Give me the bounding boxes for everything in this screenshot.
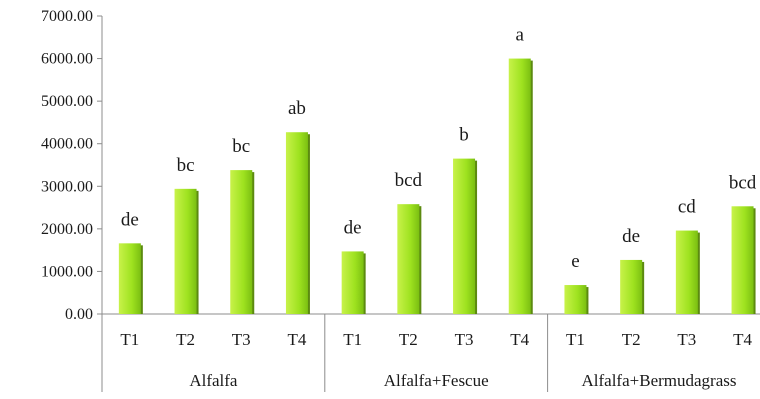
x-tick-label: T3: [677, 330, 696, 349]
x-tick-label: T3: [232, 330, 251, 349]
significance-label: b: [459, 125, 469, 146]
significance-label: ab: [288, 98, 306, 119]
bar: [508, 58, 531, 315]
x-axis-ticks: T1 T2 T3 T4 T1 T2 T3 T4 T1 T2 T3 T4: [120, 330, 752, 349]
significance-label: cd: [678, 197, 696, 218]
bar: [285, 132, 308, 314]
y-tick-label: 5000.00: [41, 93, 93, 110]
significance-label: de: [622, 226, 640, 247]
group-label: Alfalfa+Fescue: [384, 371, 489, 390]
significance-label: bc: [232, 136, 250, 157]
group-labels: Alfalfa Alfalfa+Fescue Alfalfa+Bermudagras…: [189, 371, 736, 390]
significance-label: bcd: [729, 172, 757, 193]
y-tick-label: 3000.00: [41, 178, 93, 195]
significance-labels: de bc bc ab de bcd b a e de cd bcd: [121, 25, 757, 272]
significance-label: bcd: [395, 170, 423, 191]
y-tick-label: 1000.00: [41, 263, 93, 280]
x-tick-label: T2: [176, 330, 195, 349]
group-label: Alfalfa: [189, 371, 238, 390]
bar: [620, 259, 643, 314]
group-label: Alfalfa+Bermudagrass: [582, 371, 737, 390]
y-tick-label: 7000.00: [41, 8, 93, 25]
bar: [174, 188, 197, 314]
x-tick-label: T2: [622, 330, 641, 349]
bar: [230, 170, 253, 314]
bar: [118, 243, 141, 314]
bar: [675, 230, 698, 314]
bar: [397, 204, 420, 314]
significance-label: e: [571, 251, 579, 272]
x-tick-label: T1: [120, 330, 139, 349]
x-tick-label: T4: [288, 330, 307, 349]
y-axis-ticks: 0.00 1000.00 2000.00 3000.00 4000.00 5000.00 6…: [41, 8, 102, 323]
significance-label: a: [516, 25, 525, 46]
bar: [341, 251, 364, 314]
y-tick-label: 0.00: [65, 306, 93, 323]
bars: [118, 58, 756, 315]
y-tick-label: 4000.00: [41, 136, 93, 153]
significance-label: de: [344, 217, 362, 238]
x-tick-label: T1: [343, 330, 362, 349]
x-tick-label: T1: [566, 330, 585, 349]
significance-label: bc: [177, 155, 195, 176]
x-tick-label: T4: [733, 330, 752, 349]
significance-label: de: [121, 209, 139, 230]
axes: [101, 16, 760, 392]
y-tick-label: 6000.00: [41, 51, 93, 68]
bar: [731, 206, 754, 314]
x-tick-label: T4: [510, 330, 529, 349]
bar: [453, 158, 476, 314]
y-tick-label: 2000.00: [41, 221, 93, 238]
x-tick-label: T3: [455, 330, 474, 349]
bar: [564, 285, 587, 314]
x-tick-label: T2: [399, 330, 418, 349]
